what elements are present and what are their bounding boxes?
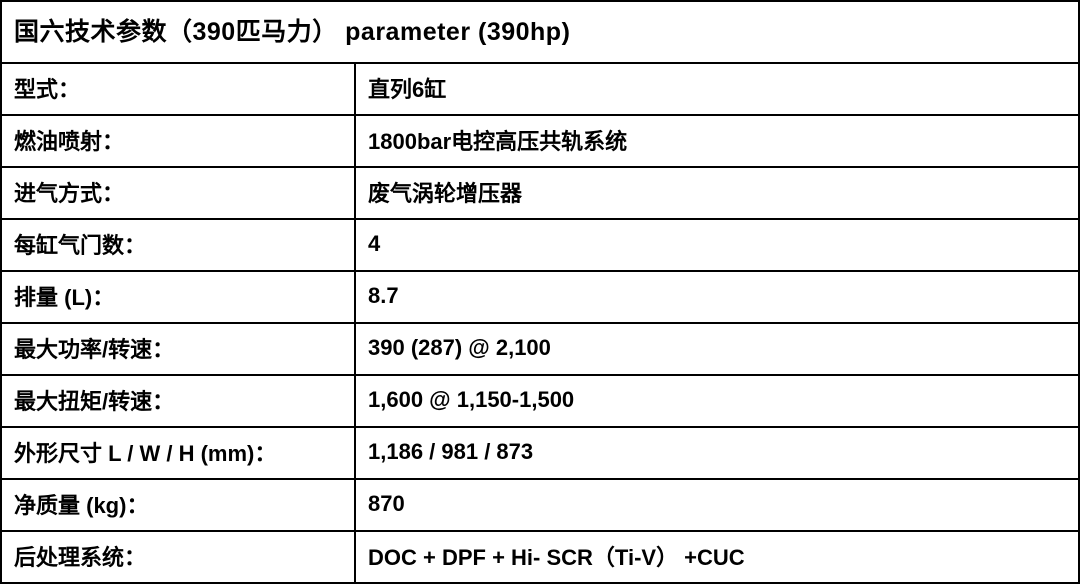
table-row: 进气方式： 废气涡轮增压器 xyxy=(1,167,1079,219)
row-value: 1800bar电控高压共轨系统 xyxy=(355,115,1079,167)
row-label: 最大功率/转速： xyxy=(1,323,355,375)
table-header-row: 国六技术参数（390匹马力） parameter (390hp) xyxy=(1,1,1079,63)
row-label: 燃油喷射： xyxy=(1,115,355,167)
row-value: 1,186 / 981 / 873 xyxy=(355,427,1079,479)
table-row: 型式： 直列6缸 xyxy=(1,63,1079,115)
row-value: 1,600 @ 1,150-1,500 xyxy=(355,375,1079,427)
row-value: 直列6缸 xyxy=(355,63,1079,115)
row-label: 外形尺寸 L / W / H (mm)： xyxy=(1,427,355,479)
spec-table: 国六技术参数（390匹马力） parameter (390hp) 型式： 直列6… xyxy=(0,0,1080,584)
row-value: 4 xyxy=(355,219,1079,271)
row-label: 型式： xyxy=(1,63,355,115)
table-row: 最大功率/转速： 390 (287) @ 2,100 xyxy=(1,323,1079,375)
table-row: 排量 (L)： 8.7 xyxy=(1,271,1079,323)
table-row: 最大扭矩/转速： 1,600 @ 1,150-1,500 xyxy=(1,375,1079,427)
table-row: 净质量 (kg)： 870 xyxy=(1,479,1079,531)
table-row: 燃油喷射： 1800bar电控高压共轨系统 xyxy=(1,115,1079,167)
row-value: 390 (287) @ 2,100 xyxy=(355,323,1079,375)
row-label: 净质量 (kg)： xyxy=(1,479,355,531)
table-row: 外形尺寸 L / W / H (mm)： 1,186 / 981 / 873 xyxy=(1,427,1079,479)
row-label: 进气方式： xyxy=(1,167,355,219)
row-value: 废气涡轮增压器 xyxy=(355,167,1079,219)
row-value: 8.7 xyxy=(355,271,1079,323)
row-label: 每缸气门数： xyxy=(1,219,355,271)
row-value: 870 xyxy=(355,479,1079,531)
row-label: 最大扭矩/转速： xyxy=(1,375,355,427)
table-title: 国六技术参数（390匹马力） parameter (390hp) xyxy=(1,1,1079,63)
row-label: 排量 (L)： xyxy=(1,271,355,323)
table-row: 每缸气门数： 4 xyxy=(1,219,1079,271)
